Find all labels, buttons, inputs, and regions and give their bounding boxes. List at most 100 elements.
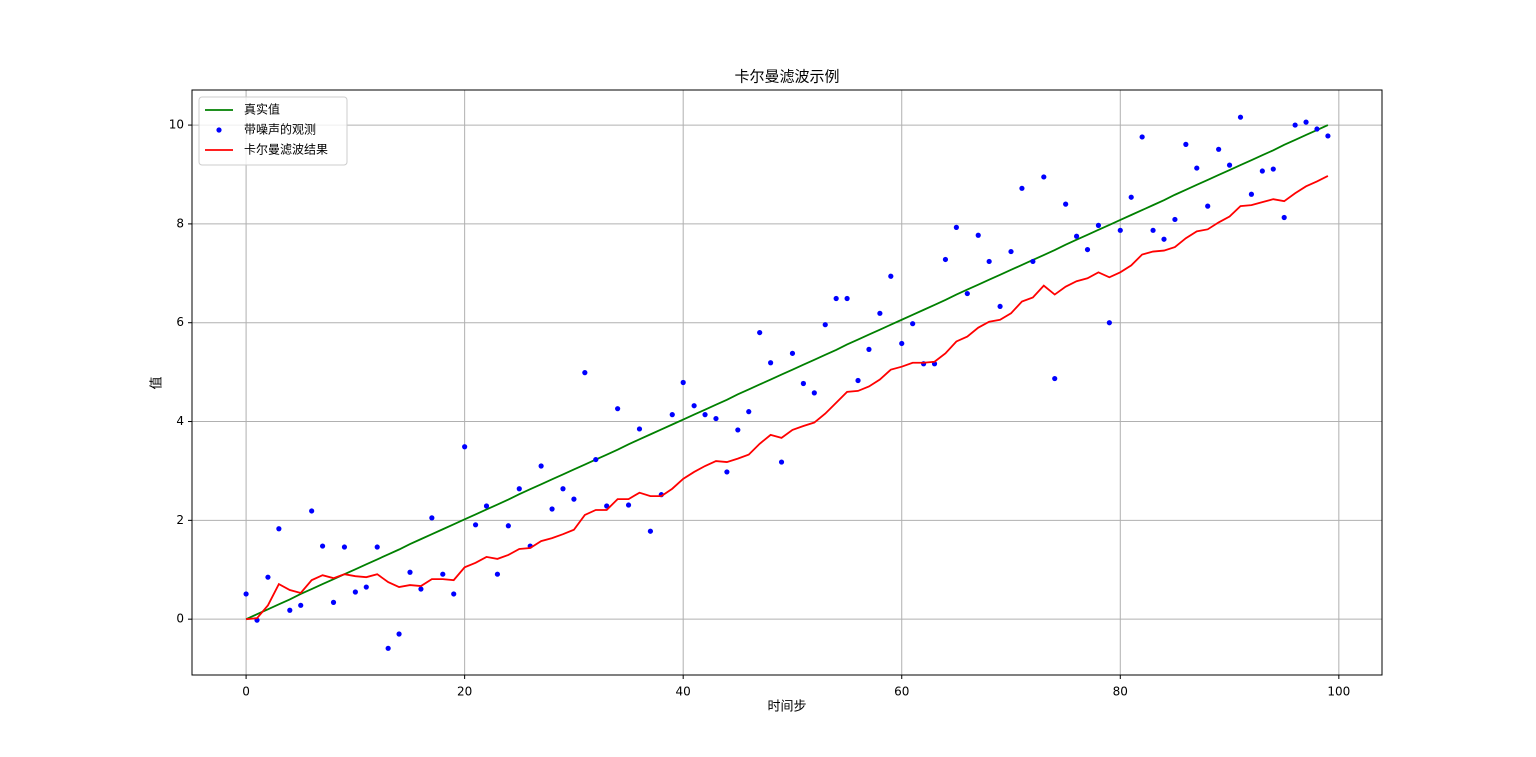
y-tick-label: 0 <box>176 612 184 626</box>
data-point <box>811 390 817 396</box>
y-tick-label: 6 <box>176 315 184 329</box>
data-point <box>298 602 304 608</box>
y-tick-label: 8 <box>176 216 184 230</box>
data-point <box>669 412 675 418</box>
data-point <box>538 463 544 469</box>
legend-label: 卡尔曼滤波结果 <box>244 142 328 157</box>
data-point <box>582 370 588 376</box>
data-point <box>625 502 632 508</box>
data-point <box>243 591 249 597</box>
data-point <box>702 412 708 418</box>
data-point <box>822 322 828 328</box>
data-point <box>276 526 282 532</box>
data-point <box>440 571 446 577</box>
data-point <box>560 486 566 492</box>
data-point <box>549 506 555 512</box>
data-point <box>1303 119 1309 125</box>
data-point <box>330 599 337 605</box>
data-point <box>713 415 719 422</box>
data-point <box>1073 233 1080 239</box>
data-point <box>462 444 468 450</box>
data-point <box>1139 134 1145 140</box>
x-tick-label: 80 <box>1113 685 1128 699</box>
data-point <box>363 584 369 590</box>
data-point <box>1172 216 1178 223</box>
data-point <box>964 290 970 297</box>
data-point <box>429 515 435 521</box>
y-tick-label: 2 <box>176 513 184 527</box>
data-point <box>396 631 402 637</box>
data-point <box>309 508 315 514</box>
legend-label: 带噪声的观测 <box>244 122 316 137</box>
data-point <box>385 645 391 651</box>
data-point <box>888 273 894 279</box>
data-point <box>451 591 457 597</box>
data-point <box>494 571 501 577</box>
data-point <box>374 544 380 550</box>
data-point <box>735 427 741 433</box>
data-point <box>1325 133 1331 139</box>
data-point <box>516 486 522 492</box>
data-point <box>953 224 959 230</box>
data-point <box>593 456 599 463</box>
data-point <box>265 574 271 580</box>
data-point <box>833 295 839 302</box>
data-point <box>1084 246 1091 253</box>
x-tick-label: 20 <box>457 685 472 699</box>
data-point <box>866 346 872 352</box>
data-point <box>680 379 686 386</box>
data-point <box>986 258 992 265</box>
plot-frame <box>191 89 1383 676</box>
data-point <box>1237 114 1244 120</box>
data-point <box>1150 227 1156 233</box>
x-tick-label: 0 <box>242 685 250 699</box>
x-tick-label: 100 <box>1327 685 1350 699</box>
data-point <box>778 459 785 465</box>
data-point <box>800 380 806 387</box>
data-point <box>789 350 796 356</box>
data-point <box>1041 174 1047 180</box>
data-point <box>1128 194 1134 200</box>
y-tick-label: 10 <box>169 118 184 132</box>
data-point <box>407 569 413 575</box>
data-point <box>910 321 916 327</box>
data-point <box>1030 258 1036 265</box>
data-point <box>483 503 490 509</box>
x-axis-label: 时间步 <box>767 700 806 715</box>
data-point <box>942 256 949 263</box>
data-point <box>505 523 511 529</box>
data-point <box>1194 165 1200 171</box>
data-point <box>1063 201 1069 207</box>
data-point <box>1270 166 1276 172</box>
data-point <box>1248 191 1255 197</box>
data-point <box>757 329 763 336</box>
data-point <box>1161 236 1167 242</box>
data-point <box>1281 214 1287 221</box>
data-point <box>571 496 577 502</box>
data-point <box>1106 320 1112 326</box>
data-point <box>997 303 1003 310</box>
data-point <box>647 528 654 534</box>
data-point <box>746 409 752 415</box>
series-line <box>245 124 1329 620</box>
data-point <box>1095 222 1102 228</box>
data-point <box>352 589 358 595</box>
data-point <box>855 377 861 384</box>
legend-marker <box>216 127 222 133</box>
data-point <box>604 503 610 509</box>
data-point <box>1292 122 1298 128</box>
data-point <box>844 295 850 302</box>
data-point <box>877 310 883 316</box>
data-point <box>472 522 479 528</box>
data-point <box>1052 375 1058 382</box>
data-point <box>724 469 730 475</box>
series-line <box>246 175 1329 621</box>
data-point <box>1259 168 1265 174</box>
x-tick-label: 60 <box>894 685 909 699</box>
data-point <box>615 406 621 412</box>
data-point <box>1019 185 1025 191</box>
data-point <box>341 544 348 550</box>
